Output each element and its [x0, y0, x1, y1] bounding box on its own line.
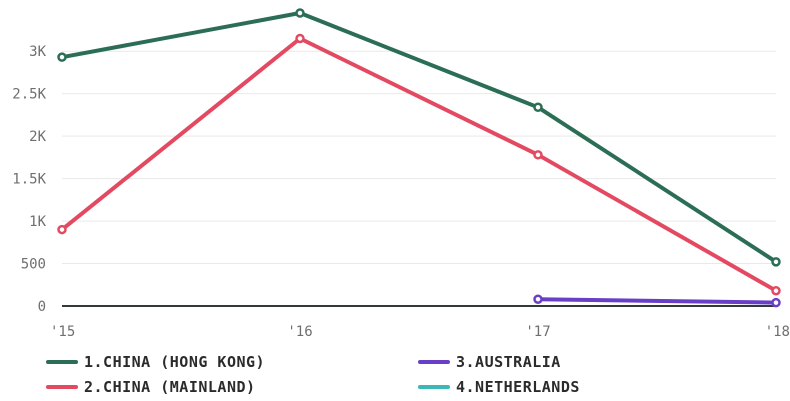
grid-lines	[62, 50, 776, 307]
data-point-series-2	[57, 224, 67, 235]
x-tick-label: '18	[765, 324, 790, 340]
series-line-2	[60, 36, 778, 293]
y-tick-label: 1.5K	[12, 172, 46, 188]
x-tick-label: '16	[287, 324, 312, 340]
data-point-series-1	[533, 102, 543, 113]
y-tick-label: 2.5K	[12, 87, 46, 103]
data-point-series-2	[771, 285, 781, 296]
data-point-series-3	[771, 297, 781, 308]
series-line-3	[536, 297, 778, 305]
data-point-series-1	[771, 257, 781, 267]
y-tick-label: 2K	[29, 129, 46, 145]
legend-label-2: 2.CHINA (MAINLAND)	[84, 378, 256, 396]
y-tick-label: 500	[21, 257, 46, 273]
y-tick-label: 3K	[29, 44, 46, 60]
series-line-1	[60, 11, 778, 264]
legend: 1.CHINA (HONG KONG) 2.CHINA (MAINLAND) 3.A…	[46, 353, 580, 396]
x-tick-label: '17	[525, 324, 550, 340]
legend-label-3: 3.AUSTRALIA	[456, 353, 561, 371]
data-point-series-2	[533, 150, 543, 160]
axis-ticks: 0 500 1K 1.5K 2K 2.5K 3K '15 '16 '17 '18	[12, 44, 790, 340]
data-point-series-2	[295, 33, 305, 44]
y-tick-label: 1K	[29, 214, 46, 230]
x-tick-label: '15	[50, 324, 75, 340]
series-lines	[57, 8, 781, 308]
legend-label-1: 1.CHINA (HONG KONG)	[84, 353, 265, 371]
data-point-series-3	[533, 294, 543, 304]
data-point-series-1	[295, 8, 305, 18]
legend-label-4: 4.NETHERLANDS	[456, 378, 580, 396]
data-point-series-1	[57, 52, 67, 62]
y-tick-label: 0	[38, 299, 46, 315]
